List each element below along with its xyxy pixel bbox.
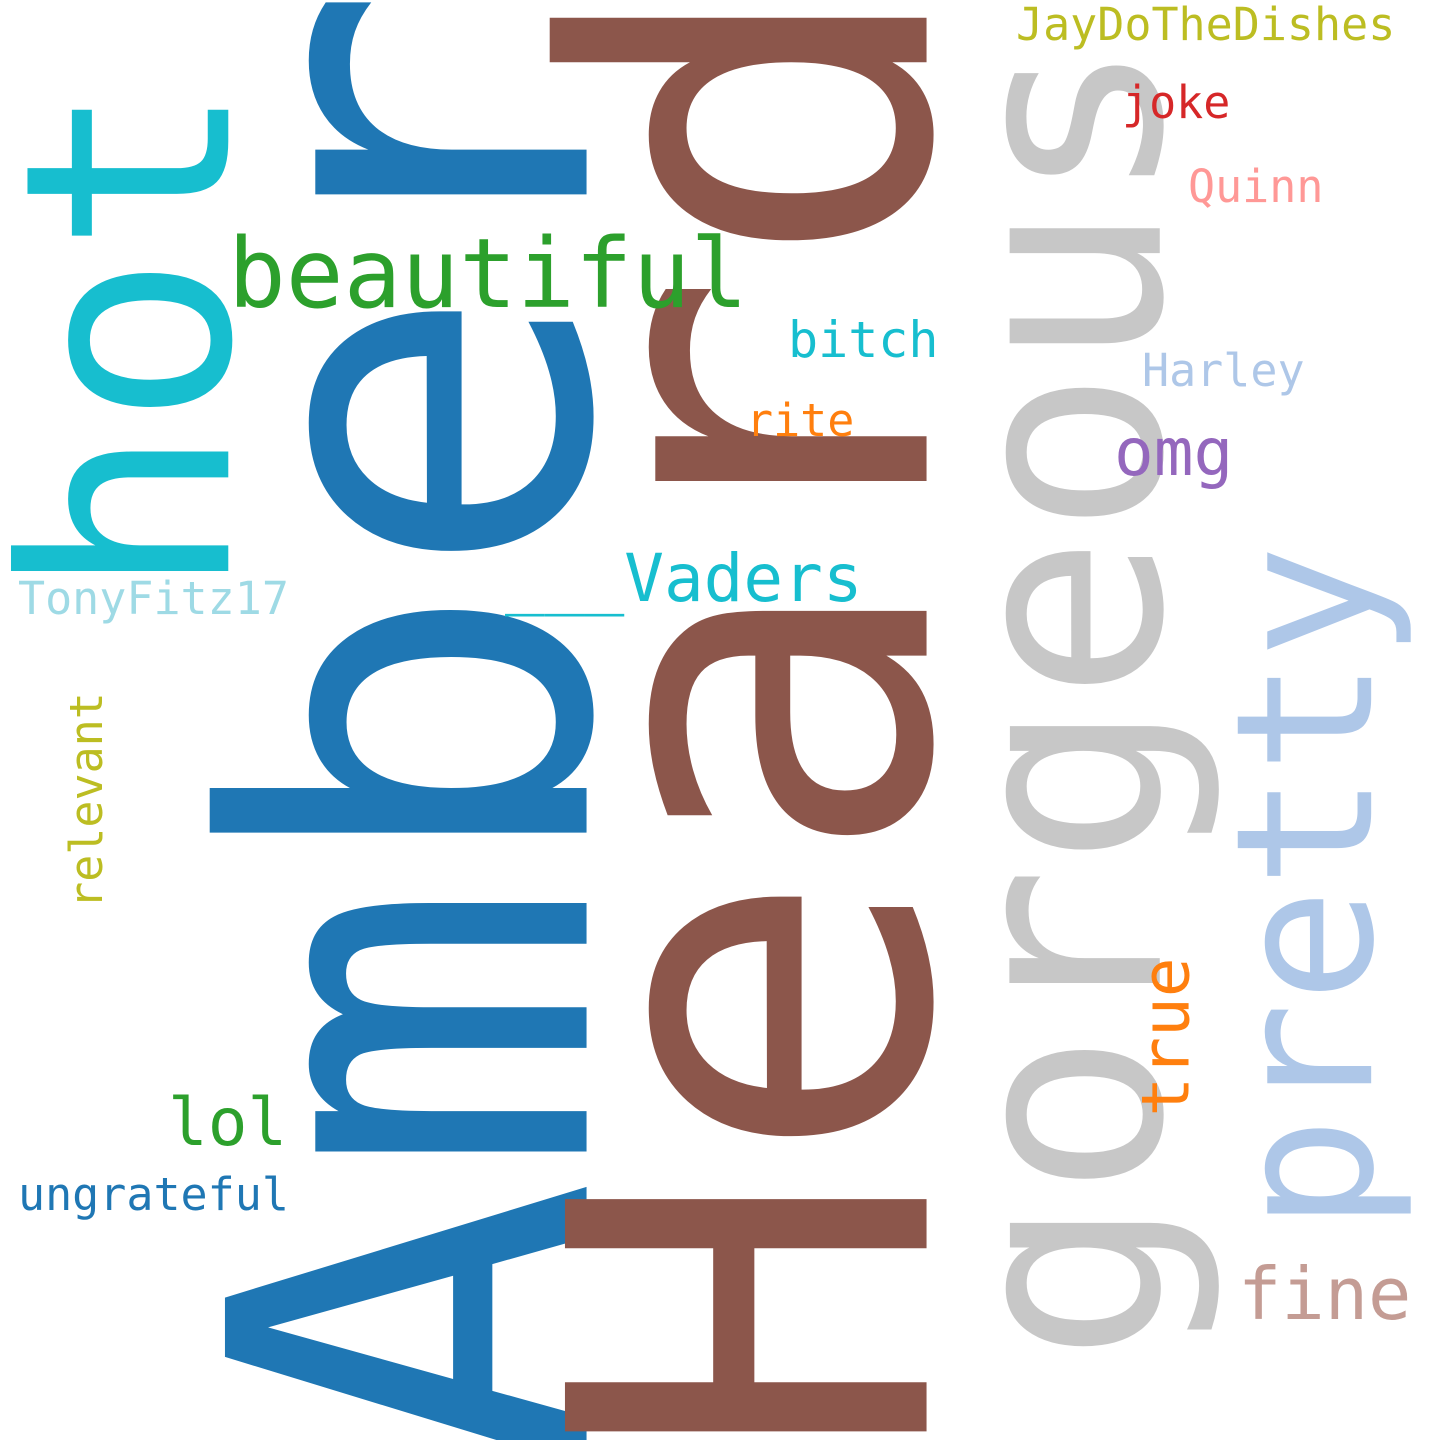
word-hot: hot: [0, 81, 296, 599]
word-relevant: relevant: [59, 691, 113, 909]
word-joke: joke: [1122, 76, 1231, 129]
word-lol: lol: [168, 1084, 288, 1161]
word-tonyfitz17: TonyFitz17: [18, 572, 289, 625]
word-pretty: pretty: [1195, 544, 1417, 1232]
word-vaders: ___Vaders: [505, 540, 863, 617]
word-omg: omg: [1114, 414, 1234, 491]
word-jaydothedishes: JayDoTheDishes: [1016, 0, 1396, 51]
word-true: true: [1126, 957, 1204, 1117]
word-ungrateful: ungrateful: [18, 1168, 289, 1221]
word-quinn: Quinn: [1188, 160, 1324, 213]
word-bitch: bitch: [788, 311, 939, 369]
word-rite: rite: [746, 394, 855, 447]
word-fine: fine: [1238, 1252, 1412, 1336]
word-gorgeous: gorgeous: [904, 37, 1225, 1363]
word-beautiful: beautiful: [228, 218, 749, 330]
word-harley: Harley: [1142, 344, 1305, 397]
